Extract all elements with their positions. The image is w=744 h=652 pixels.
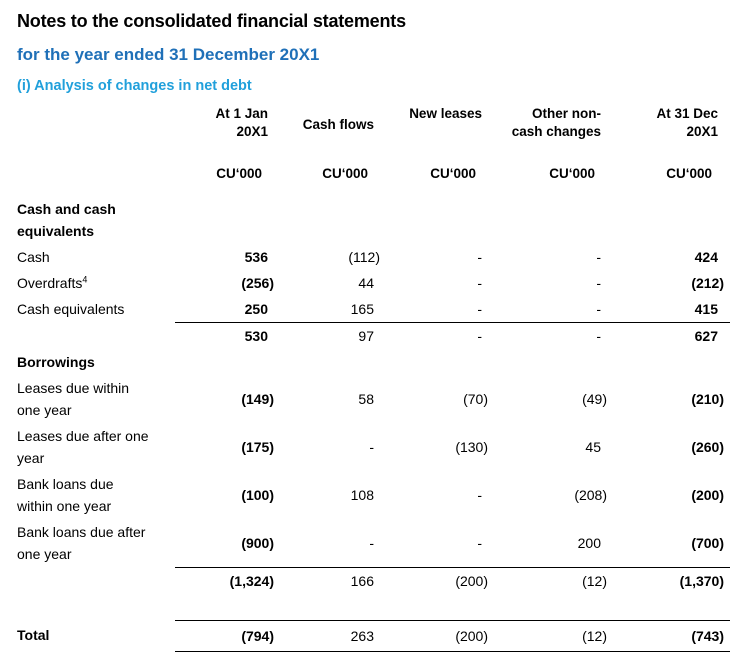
table-row-bank-loans-due-within-one-year: Bank loans due within one year (100) 108… (17, 471, 730, 519)
table-row-cash: Cash 536 (112) - - 424 (17, 244, 730, 270)
subtotal-value: (12) (494, 566, 613, 594)
cell-value: (210) (691, 391, 724, 407)
table-row-overdrafts: Overdrafts4 (256) 44 - - (212) (17, 270, 730, 296)
cell-value: (260) (691, 439, 724, 455)
cell-value: (700) (691, 534, 724, 551)
row-label: Bank loans due after one year (17, 524, 146, 562)
cell-value: (900) (241, 534, 274, 551)
cell-value: (100) (241, 487, 274, 503)
cell-value: - (477, 534, 482, 551)
cell-value: - (477, 249, 482, 265)
total-value: (12) (494, 619, 613, 652)
col-header-other-non-cash-changes: Other non- cash changes (511, 106, 601, 139)
cell-value: (49) (582, 391, 607, 407)
col-header-at-1-jan: At 1 Jan 20X1 (215, 106, 268, 139)
subtotal-value: (1,370) (613, 566, 730, 594)
subtotal-value: - (386, 322, 494, 349)
cell-value: 424 (694, 249, 718, 265)
cell-value: (112) (348, 249, 380, 265)
total-row: Total (794) 263 (200) (12) (743) (17, 619, 730, 652)
cell-value: (70) (463, 391, 488, 407)
cell-value: - (477, 301, 482, 317)
cell-value: 536 (244, 249, 268, 265)
row-label: Leases due after one year (17, 428, 149, 466)
subtotal-value: 97 (280, 322, 386, 349)
units-cell: CU‘000 (666, 166, 712, 181)
cell-value: - (596, 301, 601, 317)
subtotal-value: 627 (613, 322, 730, 349)
page-subtitle: for the year ended 31 December 20X1 (17, 45, 320, 64)
units-empty-cell (17, 166, 175, 196)
row-label: Cash (17, 249, 50, 265)
col-header-at-31-dec: At 31 Dec 20X1 (656, 106, 718, 139)
row-label: Cash equivalents (17, 301, 125, 317)
cell-value: 44 (358, 275, 374, 291)
section-row-cash-and-cash-equivalents: Cash and cash equivalents (17, 196, 730, 244)
col-header-new-leases: New leases (409, 106, 482, 121)
table-row-bank-loans-due-after-one-year: Bank loans due after one year (900) - - … (17, 519, 730, 567)
total-value: (794) (175, 619, 280, 652)
page-title: Notes to the consolidated financial stat… (17, 11, 406, 31)
cell-value: - (596, 249, 601, 265)
table-row-leases-due-after-one-year: Leases due after one year (175) - (130) … (17, 423, 730, 471)
header-empty-cell (17, 105, 175, 166)
cell-value: 250 (244, 301, 268, 317)
row-label: Bank loans due within one year (17, 476, 114, 514)
cell-value: - (596, 275, 601, 291)
cell-value: - (477, 275, 482, 291)
row-label-text: Overdrafts (17, 275, 83, 291)
row-label: Leases due within one year (17, 380, 130, 418)
cell-value: (130) (455, 439, 488, 455)
cell-value: 415 (694, 301, 718, 317)
cell-value: (212) (691, 275, 724, 291)
cell-value: - (369, 439, 374, 455)
column-header-row: At 1 Jan 20X1 Cash flows New leases Othe… (17, 105, 730, 166)
cell-value: (256) (241, 275, 274, 291)
table-row-leases-due-within-one-year: Leases due within one year (149) 58 (70)… (17, 375, 730, 423)
cell-value: 165 (350, 301, 374, 317)
total-value: (743) (613, 619, 730, 652)
section-label: Borrowings (17, 354, 95, 370)
section-label: Cash and cash equivalents (17, 201, 116, 239)
cell-value: (208) (574, 487, 607, 503)
analysis-section-heading: (i) Analysis of changes in net debt (17, 78, 252, 94)
subtotal-row-borrowings: (1,324) 166 (200) (12) (1,370) (17, 566, 730, 594)
subtotal-value: (200) (386, 566, 494, 594)
col-header-cash-flows: Cash flows (302, 117, 374, 132)
cell-value: 200 (577, 534, 601, 551)
cell-value: (149) (241, 391, 274, 407)
units-cell: CU‘000 (322, 166, 368, 181)
subtotal-row-cash-and-cash-equivalents: 530 97 - - 627 (17, 322, 730, 349)
table-row-cash-equivalents: Cash equivalents 250 165 - - 415 (17, 296, 730, 323)
section-row-borrowings: Borrowings (17, 349, 730, 375)
units-cell: CU‘000 (216, 166, 262, 181)
subtotal-value: 530 (175, 322, 280, 349)
subtotal-value: (1,324) (175, 566, 280, 594)
row-label: Overdrafts4 (17, 270, 175, 296)
units-cell: CU‘000 (549, 166, 595, 181)
cell-value: 108 (350, 487, 374, 503)
cell-value: (200) (691, 487, 724, 503)
total-label: Total (17, 627, 50, 643)
units-cell: CU‘000 (430, 166, 476, 181)
subtotal-value: - (494, 322, 613, 349)
cell-value: - (477, 487, 482, 503)
units-row: CU‘000 CU‘000 CU‘000 CU‘000 CU‘000 (17, 166, 730, 196)
total-value: (200) (386, 619, 494, 652)
subtotal-value: 166 (280, 566, 386, 594)
cell-value: - (369, 534, 374, 551)
cell-value: 45 (585, 439, 601, 455)
total-value: 263 (280, 619, 386, 652)
net-debt-table: At 1 Jan 20X1 Cash flows New leases Othe… (17, 105, 730, 652)
cell-value: 58 (358, 391, 374, 407)
spacer-row (17, 594, 730, 621)
footnote-marker: 4 (82, 274, 88, 285)
cell-value: (175) (241, 439, 274, 455)
